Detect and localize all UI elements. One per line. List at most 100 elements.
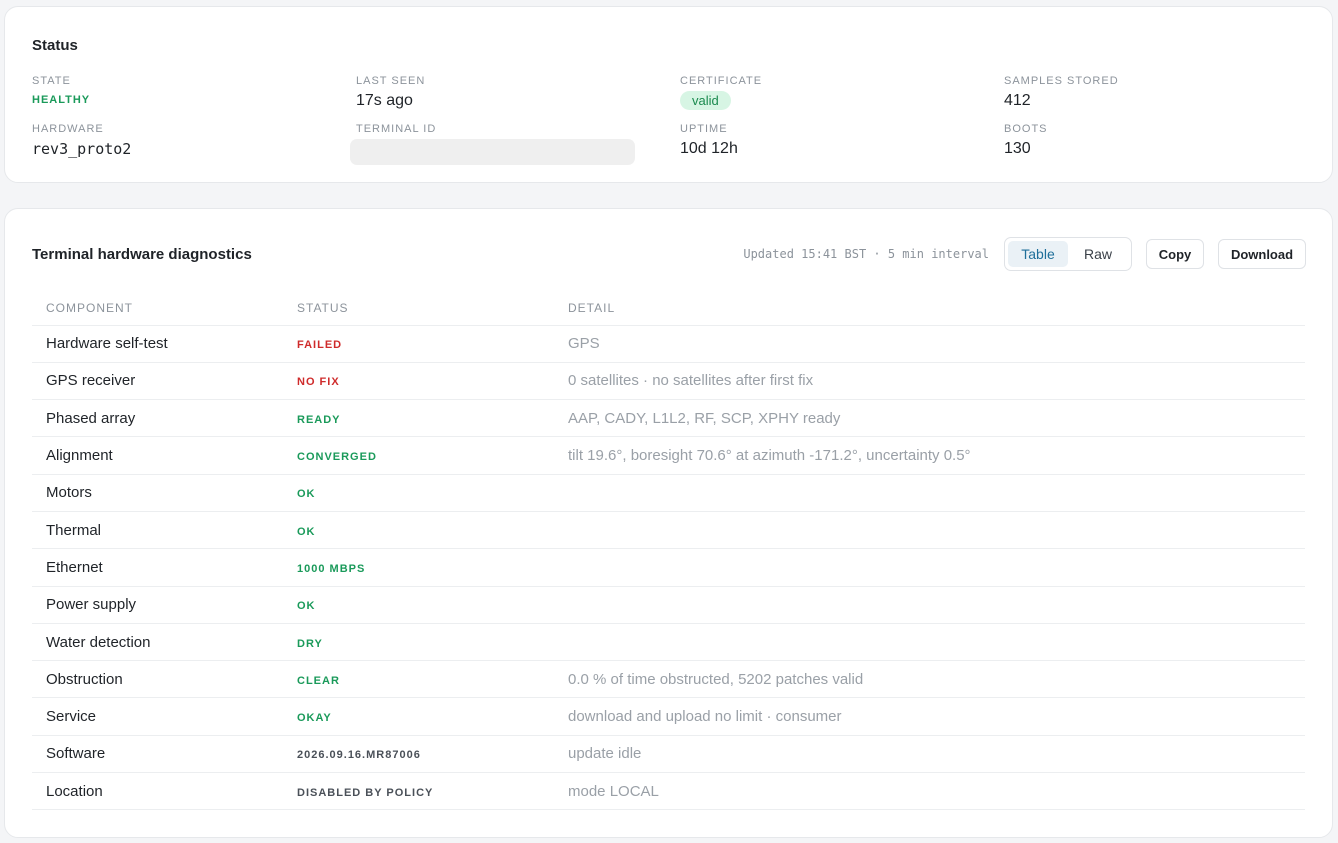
column-header-component: COMPONENT — [32, 291, 297, 326]
table-row: GPS receiver NO FIX 0 satellites · no sate… — [32, 362, 1305, 401]
terminal-id-field: TERMINAL ID — [350, 123, 656, 165]
status-cell: OKAY — [297, 697, 568, 736]
status-badge: CONVERGED — [297, 451, 377, 464]
component-name: Software — [32, 735, 297, 774]
status-cell: CLEAR — [297, 660, 568, 699]
terminal-id-redacted — [350, 139, 635, 165]
status-badge: NO FIX — [297, 376, 340, 389]
table-row: Power supply OK — [32, 586, 1305, 624]
column-header-detail: DETAIL — [568, 291, 1305, 326]
status-cell: 1000 MBPS — [297, 548, 568, 587]
diagnostics-title: Terminal hardware diagnostics — [32, 246, 252, 263]
table-row: Hardware self-test FAILED GPS — [32, 325, 1305, 363]
detail-text — [568, 548, 1305, 587]
status-cell: OK — [297, 586, 568, 624]
certificate-field: CERTIFICATE valid — [680, 75, 980, 110]
status-title: Status — [32, 37, 78, 54]
uptime-label: UPTIME — [680, 123, 728, 135]
diagnostics-table: COMPONENT STATUS DETAIL Hardware self-te… — [32, 291, 1305, 811]
status-card: Status STATE HEALTHY LAST SEEN 17s ago C… — [4, 6, 1333, 183]
table-row: Motors OK — [32, 474, 1305, 512]
component-name: Motors — [32, 474, 297, 512]
certificate-label: CERTIFICATE — [680, 75, 763, 87]
status-badge: OK — [297, 525, 316, 538]
table-row: Location DISABLED BY POLICY mode LOCAL — [32, 772, 1305, 811]
boots-field: BOOTS 130 — [1004, 123, 1304, 158]
table-header-row: COMPONENT STATUS DETAIL — [32, 291, 1305, 326]
hardware-label: HARDWARE — [32, 123, 104, 135]
last-seen-label: LAST SEEN — [356, 75, 426, 87]
status-cell: DRY — [297, 623, 568, 662]
component-name: Obstruction — [32, 660, 297, 699]
component-name: Power supply — [32, 586, 297, 624]
detail-text: 0.0 % of time obstructed, 5202 patches v… — [568, 660, 1305, 699]
detail-text — [568, 511, 1305, 550]
table-row: Alignment CONVERGED tilt 19.6°, boresight … — [32, 436, 1305, 475]
table-row: Thermal OK — [32, 511, 1305, 550]
diagnostics-table-body: Hardware self-test FAILED GPS GPS receiver N… — [32, 325, 1305, 811]
status-cell: READY — [297, 399, 568, 438]
detail-text: update idle — [568, 735, 1305, 774]
status-cell: OK — [297, 511, 568, 550]
status-badge: READY — [297, 413, 341, 426]
diagnostics-card: Terminal hardware diagnostics Updated 15… — [4, 208, 1333, 838]
terminal-id-label: TERMINAL ID — [356, 123, 437, 135]
component-name: Alignment — [32, 436, 297, 475]
status-badge: FAILED — [297, 339, 343, 352]
detail-text: download and upload no limit · consumer — [568, 697, 1305, 736]
table-row: Software 2026.09.16.MR87006 update idle — [32, 735, 1305, 774]
column-header-status: STATUS — [297, 291, 568, 326]
component-name: Thermal — [32, 511, 297, 550]
component-name: Phased array — [32, 399, 297, 438]
download-button[interactable]: Download — [1218, 239, 1306, 269]
status-cell: CONVERGED — [297, 436, 568, 475]
view-table-button[interactable]: Table — [1008, 241, 1068, 267]
component-name: Water detection — [32, 623, 297, 662]
state-value: HEALTHY — [32, 94, 91, 106]
component-name: Location — [32, 772, 297, 811]
status-cell: OK — [297, 474, 568, 512]
table-row: Service OKAY download and upload no limit … — [32, 697, 1305, 736]
component-name: Service — [32, 697, 297, 736]
status-badge: DRY — [297, 637, 323, 650]
status-badge: OK — [297, 600, 316, 613]
hardware-value: rev3_proto2 — [32, 140, 132, 158]
detail-text: mode LOCAL — [568, 772, 1305, 811]
last-seen-field: LAST SEEN 17s ago — [356, 75, 656, 110]
state-field: STATE HEALTHY — [32, 75, 332, 106]
table-row: Water detection DRY — [32, 623, 1305, 662]
detail-text: AAP, CADY, L1L2, RF, SCP, XPHY ready — [568, 399, 1305, 438]
status-cell: DISABLED BY POLICY — [297, 772, 568, 811]
detail-text: tilt 19.6°, boresight 70.6° at azimuth -… — [568, 436, 1305, 475]
component-name: Hardware self-test — [32, 325, 297, 363]
component-name: GPS receiver — [32, 362, 297, 401]
view-toggle: Table Raw — [1004, 237, 1132, 271]
samples-value: 412 — [1004, 92, 1031, 109]
certificate-badge: valid — [680, 91, 731, 110]
status-badge: 2026.09.16.MR87006 — [297, 749, 421, 762]
status-badge: OK — [297, 488, 316, 501]
copy-button[interactable]: Copy — [1146, 239, 1204, 269]
status-badge: OKAY — [297, 712, 332, 725]
table-row: Ethernet 1000 MBPS — [32, 548, 1305, 587]
table-row: Obstruction CLEAR 0.0 % of time obstructed… — [32, 660, 1305, 699]
uptime-field: UPTIME 10d 12h — [680, 123, 980, 158]
status-badge: CLEAR — [297, 674, 340, 687]
boots-label: BOOTS — [1004, 123, 1048, 135]
view-raw-button[interactable]: Raw — [1068, 241, 1128, 267]
component-name: Ethernet — [32, 548, 297, 587]
state-label: STATE — [32, 75, 71, 87]
table-row: Phased array READY AAP, CADY, L1L2, RF, SC… — [32, 399, 1305, 438]
samples-label: SAMPLES STORED — [1004, 75, 1119, 87]
uptime-value: 10d 12h — [680, 140, 738, 157]
detail-text — [568, 586, 1305, 624]
status-badge: DISABLED BY POLICY — [297, 786, 434, 799]
detail-text — [568, 474, 1305, 512]
detail-text: 0 satellites · no satellites after first… — [568, 362, 1305, 401]
samples-field: SAMPLES STORED 412 — [1004, 75, 1304, 110]
detail-text: GPS — [568, 325, 1305, 363]
updated-timestamp: Updated 15:41 BST · 5 min interval — [743, 247, 989, 261]
boots-value: 130 — [1004, 140, 1031, 157]
last-seen-value: 17s ago — [356, 92, 413, 109]
hardware-field: HARDWARE rev3_proto2 — [32, 123, 332, 158]
